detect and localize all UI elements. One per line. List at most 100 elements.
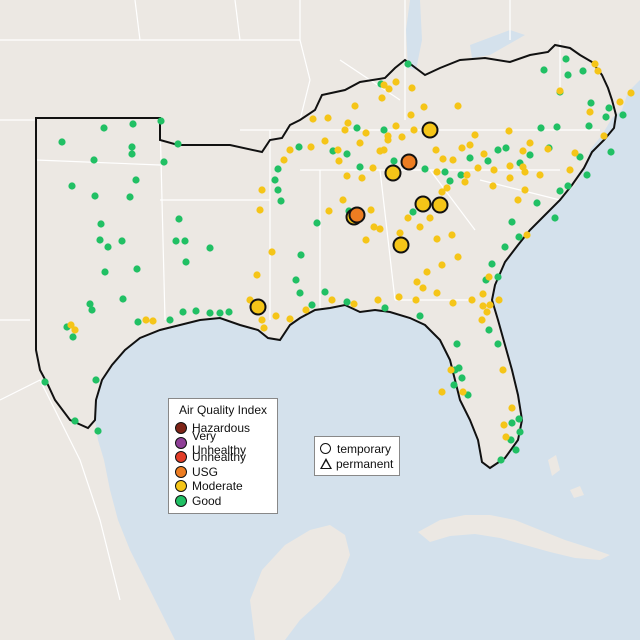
monitor-dot[interactable] <box>607 148 615 156</box>
monitor-dot[interactable] <box>268 248 276 256</box>
monitor-dot[interactable] <box>407 111 415 119</box>
monitor-dot[interactable] <box>324 114 332 122</box>
monitor-dot[interactable] <box>69 333 77 341</box>
monitor-dot[interactable] <box>90 156 98 164</box>
monitor-dot[interactable] <box>474 164 482 172</box>
monitor-dot[interactable] <box>256 206 264 214</box>
monitor-dot[interactable] <box>502 433 510 441</box>
monitor-dot[interactable] <box>358 174 366 182</box>
monitor-dot[interactable] <box>385 85 393 93</box>
monitor-dot[interactable] <box>404 60 412 68</box>
temporary-monitor[interactable] <box>384 164 402 182</box>
monitor-dot[interactable] <box>206 309 214 317</box>
monitor-dot[interactable] <box>101 268 109 276</box>
monitor-dot[interactable] <box>88 306 96 314</box>
monitor-dot[interactable] <box>583 171 591 179</box>
monitor-dot[interactable] <box>553 123 561 131</box>
monitor-dot[interactable] <box>454 102 462 110</box>
monitor-dot[interactable] <box>420 103 428 111</box>
monitor-dot[interactable] <box>540 66 548 74</box>
monitor-dot[interactable] <box>466 141 474 149</box>
monitor-dot[interactable] <box>453 340 461 348</box>
monitor-dot[interactable] <box>441 168 449 176</box>
monitor-dot[interactable] <box>296 289 304 297</box>
temporary-monitor[interactable] <box>249 298 267 316</box>
monitor-dot[interactable] <box>433 168 441 176</box>
monitor-dot[interactable] <box>367 206 375 214</box>
temporary-monitor[interactable] <box>421 121 439 139</box>
monitor-dot[interactable] <box>302 306 310 314</box>
monitor-dot[interactable] <box>128 150 136 158</box>
monitor-dot[interactable] <box>118 237 126 245</box>
monitor-dot[interactable] <box>508 218 516 226</box>
monitor-dot[interactable] <box>376 225 384 233</box>
temporary-monitor[interactable] <box>400 153 418 171</box>
monitor-dot[interactable] <box>537 124 545 132</box>
monitor-dot[interactable] <box>600 132 608 140</box>
monitor-dot[interactable] <box>292 276 300 284</box>
monitor-dot[interactable] <box>380 146 388 154</box>
monitor-dot[interactable] <box>585 122 593 130</box>
monitor-dot[interactable] <box>562 55 570 63</box>
monitor-dot[interactable] <box>480 150 488 158</box>
monitor-dot[interactable] <box>134 318 142 326</box>
monitor-dot[interactable] <box>71 326 79 334</box>
monitor-dot[interactable] <box>370 223 378 231</box>
monitor-dot[interactable] <box>272 312 280 320</box>
monitor-dot[interactable] <box>448 231 456 239</box>
monitor-dot[interactable] <box>378 94 386 102</box>
monitor-dot[interactable] <box>67 321 75 329</box>
monitor-dot[interactable] <box>505 127 513 135</box>
monitor-dot[interactable] <box>380 126 388 134</box>
monitor-dot[interactable] <box>459 388 467 396</box>
monitor-dot[interactable] <box>468 296 476 304</box>
monitor-dot[interactable] <box>392 122 400 130</box>
monitor-dot[interactable] <box>494 146 502 154</box>
monitor-dot[interactable] <box>286 146 294 154</box>
monitor-dot[interactable] <box>497 456 505 464</box>
monitor-dot[interactable] <box>512 446 520 454</box>
monitor-dot[interactable] <box>313 219 321 227</box>
monitor-dot[interactable] <box>149 317 157 325</box>
monitor-dot[interactable] <box>369 164 377 172</box>
monitor-dot[interactable] <box>174 140 182 148</box>
temporary-monitor[interactable] <box>414 195 432 213</box>
monitor-dot[interactable] <box>499 366 507 374</box>
monitor-dot[interactable] <box>104 243 112 251</box>
monitor-dot[interactable] <box>458 374 466 382</box>
monitor-dot[interactable] <box>309 115 317 123</box>
monitor-dot[interactable] <box>485 326 493 334</box>
monitor-dot[interactable] <box>564 182 572 190</box>
monitor-dot[interactable] <box>133 265 141 273</box>
monitor-dot[interactable] <box>506 162 514 170</box>
monitor-dot[interactable] <box>419 284 427 292</box>
monitor-dot[interactable] <box>463 171 471 179</box>
monitor-dot[interactable] <box>132 176 140 184</box>
monitor-dot[interactable] <box>506 174 514 182</box>
monitor-dot[interactable] <box>71 417 79 425</box>
monitor-dot[interactable] <box>515 233 523 241</box>
monitor-dot[interactable] <box>514 196 522 204</box>
monitor-dot[interactable] <box>457 171 465 179</box>
monitor-dot[interactable] <box>458 144 466 152</box>
monitor-dot[interactable] <box>508 404 516 412</box>
monitor-dot[interactable] <box>508 419 516 427</box>
monitor-dot[interactable] <box>526 139 534 147</box>
monitor-dot[interactable] <box>408 84 416 92</box>
monitor-dot[interactable] <box>392 78 400 86</box>
monitor-dot[interactable] <box>351 102 359 110</box>
monitor-dot[interactable] <box>521 168 529 176</box>
monitor-dot[interactable] <box>500 421 508 429</box>
monitor-dot[interactable] <box>280 156 288 164</box>
monitor-dot[interactable] <box>225 308 233 316</box>
monitor-dot[interactable] <box>128 143 136 151</box>
monitor-dot[interactable] <box>91 192 99 200</box>
monitor-dot[interactable] <box>556 187 564 195</box>
monitor-dot[interactable] <box>521 186 529 194</box>
monitor-dot[interactable] <box>447 366 455 374</box>
monitor-dot[interactable] <box>494 273 502 281</box>
monitor-dot[interactable] <box>41 378 49 386</box>
monitor-dot[interactable] <box>166 316 174 324</box>
monitor-dot[interactable] <box>94 427 102 435</box>
monitor-dot[interactable] <box>479 302 487 310</box>
